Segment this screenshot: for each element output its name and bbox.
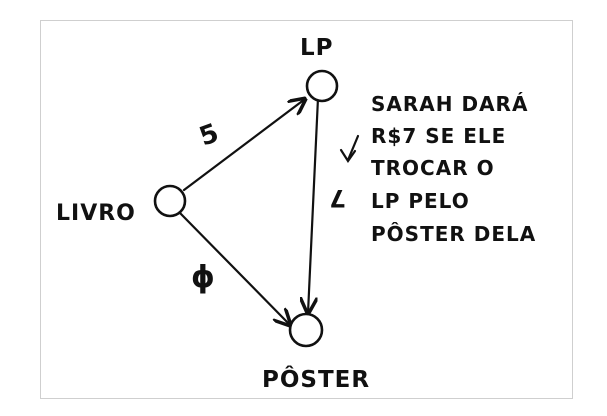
edge-livro-to-lp [182, 99, 305, 192]
note-line-3: TROCAR O [371, 156, 495, 180]
node-label-lp: LP [300, 35, 334, 61]
edge-livro-to-poster [178, 211, 290, 325]
edge-lp-to-poster [308, 96, 320, 313]
edge-weight-lp-poster: 7 [328, 184, 346, 212]
node-lp [305, 69, 339, 103]
note-line-5: PÔSTER DELA [371, 222, 536, 246]
node-livro [153, 184, 187, 218]
edge-weight-livro-lp: 5 [195, 118, 223, 153]
note-line-1: SARAH DARÁ [371, 92, 528, 116]
node-poster [288, 312, 324, 348]
edge-weight-livro-poster: ϕ [191, 260, 216, 295]
note-pointer-arrowhead [339, 148, 357, 163]
note-line-4: LP PELO [371, 189, 470, 213]
node-label-livro: LIVRO [56, 201, 136, 226]
note-pointer-arrow [346, 134, 360, 162]
note-line-2: R$7 SE ELE [371, 124, 506, 148]
node-label-poster: PÔSTER [262, 365, 370, 393]
